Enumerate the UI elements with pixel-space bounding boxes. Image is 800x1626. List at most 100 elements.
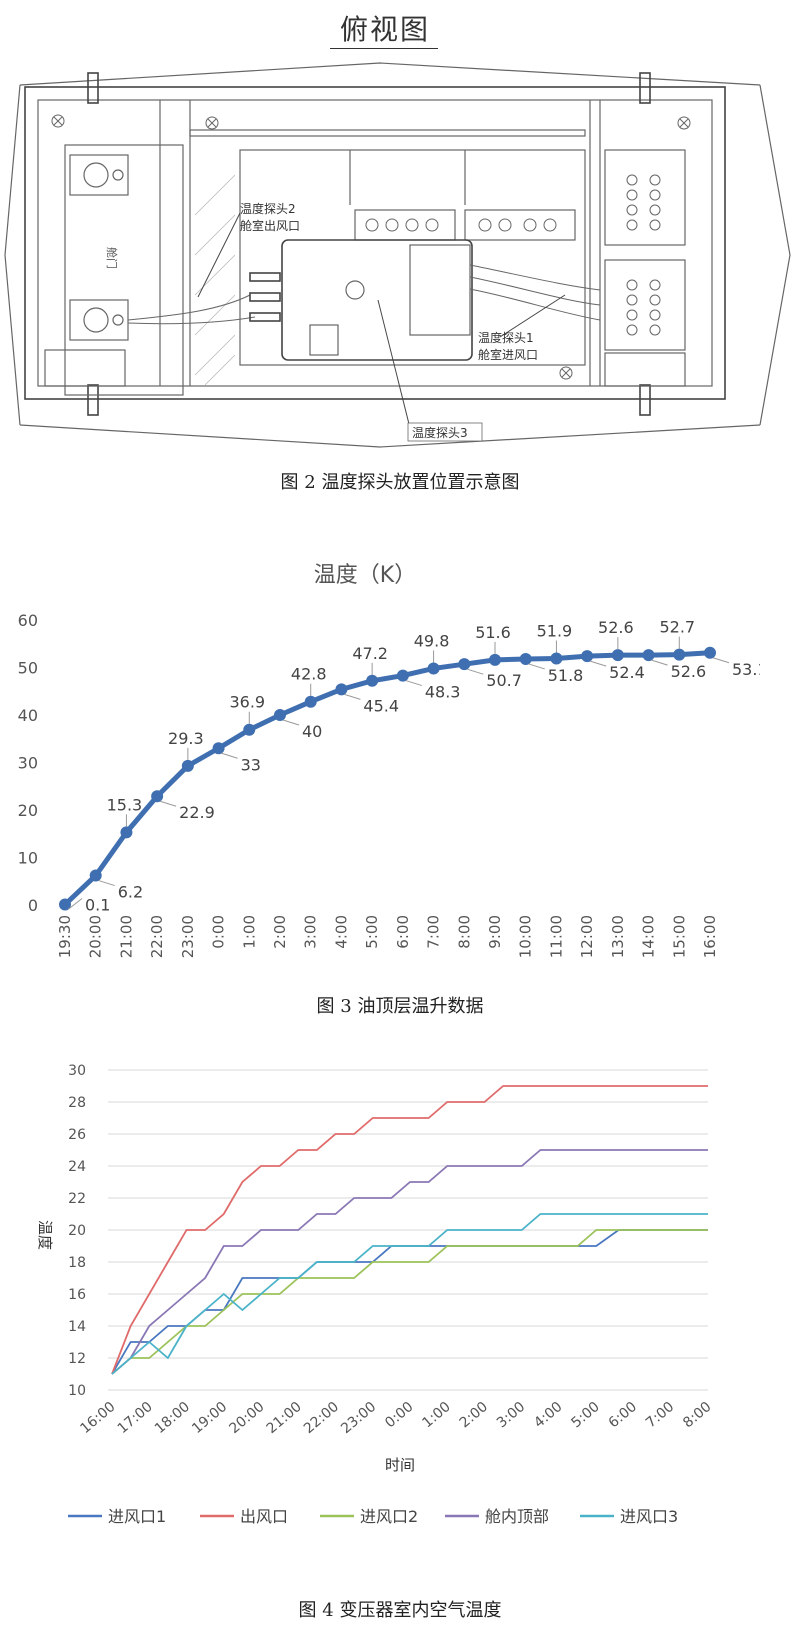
chart3-x-tick-label: 20:00 <box>87 915 105 958</box>
roof-right-edge <box>759 84 791 426</box>
chart3-data-label: 42.8 <box>291 665 327 684</box>
transformer-body <box>281 239 473 361</box>
chart3-data-label: 52.7 <box>659 618 695 637</box>
enclosure-outer <box>24 86 726 400</box>
chart4-y-tick-label: 12 <box>68 1351 86 1367</box>
chart3-data-label: 48.3 <box>425 683 461 702</box>
left-cabinet <box>64 144 184 396</box>
figure2-title: 俯视图 <box>340 13 431 46</box>
chart3-data-point <box>274 709 286 721</box>
figure2-drawing: 舱门 <box>4 62 791 448</box>
chart4-x-axis-label: 时间 <box>385 1456 415 1474</box>
chart3-x-tick-label: 5:00 <box>363 915 381 949</box>
chart3-data-label: 47.2 <box>352 644 388 663</box>
chart3-data-label: 51.9 <box>537 621 573 640</box>
chart3-data-point <box>366 674 379 687</box>
left-box-label: 舱门 <box>105 247 119 269</box>
chart3-data-label: 53.1 <box>732 660 760 679</box>
chart4-legend-label: 舱内顶部 <box>485 1507 549 1526</box>
chart4-y-tick-label: 14 <box>68 1319 86 1335</box>
roof-line-top <box>19 62 761 86</box>
chart4-x-tick-label: 1:00 <box>419 1399 453 1431</box>
chart3-data-point <box>304 695 317 708</box>
chart4-y-tick-label: 22 <box>68 1191 86 1207</box>
chart3-y-tick-label: 60 <box>18 611 38 630</box>
chart4-x-tick-label: 6:00 <box>606 1399 640 1431</box>
probe3-label: 温度探头3 <box>412 425 468 440</box>
figure4-caption: 图 4 变压器室内空气温度 <box>298 1600 502 1621</box>
hatch-area <box>194 174 236 386</box>
chart3-x-tick-label: 11:00 <box>547 915 565 958</box>
chart3-y-tick-label: 0 <box>28 896 38 915</box>
chart4-series-line-2 <box>111 1085 708 1375</box>
chart3-data-point <box>427 662 440 675</box>
chart4-x-tick-label: 20:00 <box>226 1399 267 1437</box>
chart4-legend-label: 进风口1 <box>108 1507 166 1526</box>
chart3-data-point <box>181 759 194 772</box>
chart3-data-label: 15.3 <box>107 795 143 814</box>
figure4-chart: 10 12 14 16 18 20 22 24 26 28 30 16:0017:0018:0019… <box>36 1063 715 1526</box>
chart3-data-label: 52.6 <box>598 618 634 637</box>
chart4-x-tick-label: 18:00 <box>152 1399 193 1437</box>
chart3-y-tick-label: 50 <box>18 659 38 678</box>
chart3-x-tick-label: 4:00 <box>332 915 350 949</box>
chart4-x-tick-label: 16:00 <box>77 1399 118 1437</box>
chart4-x-tick-label: 4:00 <box>531 1399 565 1431</box>
chart3-data-point <box>151 790 164 803</box>
chart3-data-point <box>550 652 563 665</box>
chart3-data-point <box>642 649 655 662</box>
chart4-y-axis-label: 温度 <box>36 1220 54 1250</box>
chart3-data-point <box>89 869 102 882</box>
chart3-data-point <box>243 723 256 736</box>
chart3-data-point <box>396 669 409 682</box>
chart4-y-tick-label: 20 <box>68 1223 86 1239</box>
chart4-legend-label: 进风口2 <box>360 1507 418 1526</box>
chart4-y-tick-label: 18 <box>68 1255 86 1271</box>
chart3-y-tick-label: 40 <box>18 706 38 725</box>
chart4-y-tick-label: 26 <box>68 1127 86 1143</box>
chart4-y-tick-label: 30 <box>68 1063 86 1079</box>
chart3-x-tick-label: 0:00 <box>210 915 228 949</box>
chart3-x-tick-label: 23:00 <box>179 915 197 958</box>
chart3-data-point <box>59 898 71 911</box>
chart3-data-point <box>212 742 225 755</box>
chart3-data-label: 0.1 <box>85 896 110 915</box>
chart3-data-point <box>120 826 133 839</box>
chart3-data-label: 36.9 <box>229 693 265 712</box>
chart3-x-tick-label: 16:00 <box>701 915 719 958</box>
chart4-series-line-4 <box>111 1149 708 1375</box>
chart3-data-label: 40 <box>302 722 322 741</box>
chart3-y-tick-label: 10 <box>18 849 38 868</box>
chart3-data-label: 45.4 <box>363 696 399 715</box>
chart4-legend-label: 进风口3 <box>620 1507 678 1526</box>
chart4-x-tick-label: 3:00 <box>494 1399 528 1431</box>
chart3-data-label: 49.8 <box>414 631 450 650</box>
chart4-x-tick-label: 2:00 <box>457 1399 491 1431</box>
chart3-data-point <box>489 653 501 666</box>
chart4-series-line-3 <box>111 1229 708 1375</box>
chart3-data-point <box>335 683 348 696</box>
chart3-data-label: 6.2 <box>118 883 143 902</box>
chart3-data-point <box>519 652 532 665</box>
figure2-caption: 图 2 温度探头放置位置示意图 <box>280 472 520 493</box>
chart3-series-line <box>63 650 711 907</box>
chart3-x-tick-label: 2:00 <box>271 915 289 949</box>
chart3-x-tick-label: 13:00 <box>609 915 627 958</box>
chart3-data-label: 52.6 <box>671 662 707 681</box>
transformer-bay <box>239 149 586 366</box>
busbar-top <box>189 129 586 137</box>
chart3-data-label: 22.9 <box>179 803 215 822</box>
chart3-x-tick-label: 9:00 <box>486 915 504 949</box>
chart3-x-tick-label: 3:00 <box>302 915 320 949</box>
chart4-y-tick-label: 24 <box>68 1159 86 1175</box>
chart3-x-tick-label: 1:00 <box>240 915 258 949</box>
chart4-x-tick-label: 7:00 <box>643 1399 677 1431</box>
roof-left-edge <box>4 84 21 426</box>
roof-line-bottom <box>19 424 761 448</box>
chart4-legend-label: 出风口 <box>240 1507 288 1526</box>
chart4-y-tick-label: 28 <box>68 1095 86 1111</box>
chart4-x-tick-label: 8:00 <box>680 1399 714 1431</box>
chart3-x-tick-label: 8:00 <box>455 915 473 949</box>
probe2-location-label: 舱室出风口 <box>240 218 300 233</box>
chart4-x-tick-label: 21:00 <box>264 1399 305 1437</box>
